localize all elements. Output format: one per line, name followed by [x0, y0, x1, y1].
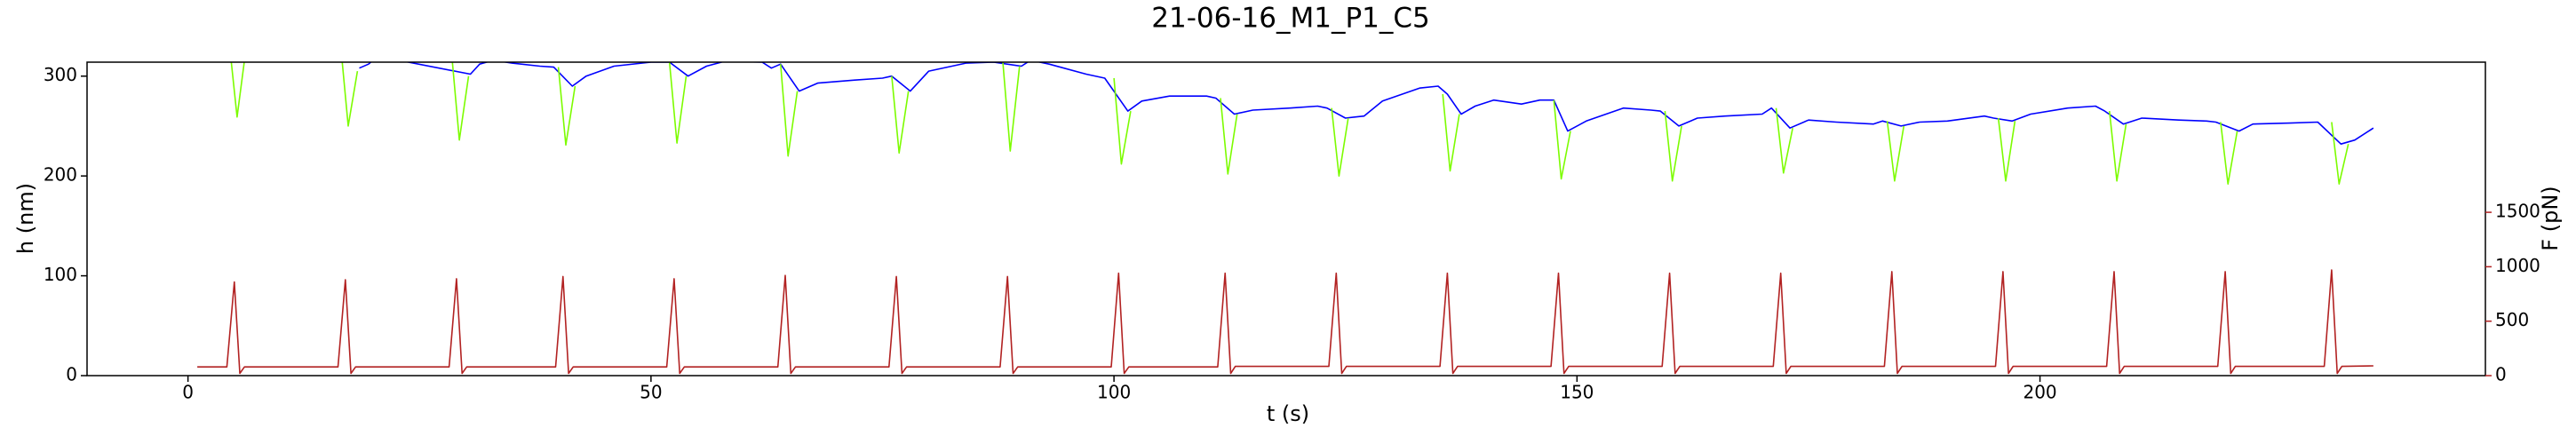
y-tick-label: 300	[44, 64, 77, 85]
plot-area	[197, 62, 2374, 375]
series-line	[197, 269, 2373, 375]
y-tick-label: 100	[44, 264, 77, 285]
y2-tick-label: 1000	[2495, 255, 2540, 276]
y2-tick-label: 0	[2495, 364, 2507, 385]
y-tick-label: 200	[44, 164, 77, 186]
y-tick-label: 0	[66, 364, 77, 385]
x-axis-label: t (s)	[1267, 401, 1309, 426]
series-line	[359, 62, 2374, 145]
series-line	[230, 62, 2349, 185]
y-axis-label: h (nm)	[13, 183, 38, 254]
plot-frame	[86, 61, 2486, 377]
y2-tick-label: 500	[2495, 309, 2529, 330]
x-tick-label: 150	[1560, 382, 1594, 403]
y2-axis-label: F (pN)	[2538, 186, 2563, 250]
x-tick-label: 0	[182, 382, 194, 403]
x-tick-label: 50	[640, 382, 662, 403]
chart-title: 21-06-16_M1_P1_C5	[1151, 3, 1429, 35]
x-tick-label: 200	[2023, 382, 2056, 403]
x-tick-label: 100	[1097, 382, 1131, 403]
y2-tick-label: 1500	[2495, 201, 2540, 222]
